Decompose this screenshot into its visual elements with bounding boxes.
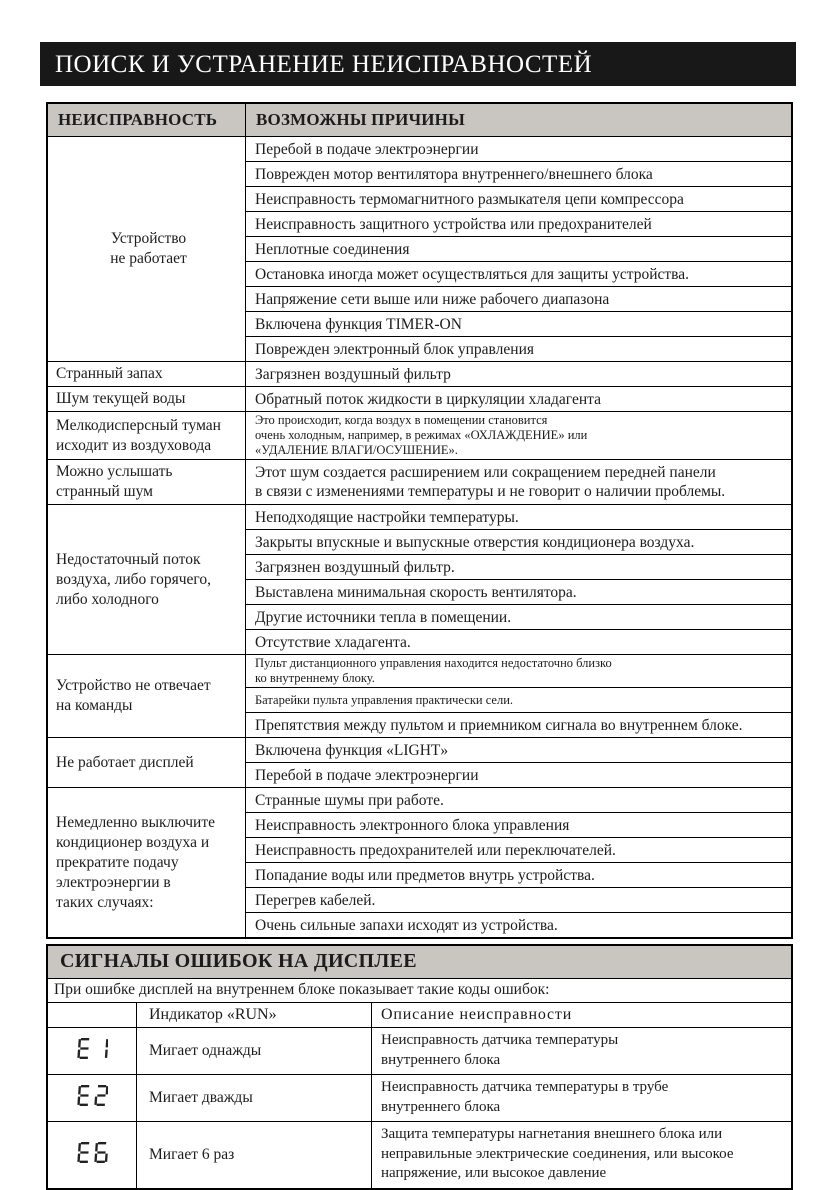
fault-table-body: Устройство не работает Перебой в подаче э… bbox=[47, 136, 792, 938]
fault-row: Напряжение сети выше или ниже рабочего д… bbox=[48, 286, 792, 312]
error-codes-table-head: Индикатор «RUN» Описание неисправности bbox=[47, 1002, 792, 1028]
fault-row: Остановка иногда может осуществляться дл… bbox=[48, 261, 792, 287]
fault-label: Мелкодисперсный туман исходит из воздухо… bbox=[47, 411, 246, 460]
cause-cell: Перебой в подаче электроэнергии bbox=[245, 762, 792, 788]
fault-row: Включена функция TIMER-ON bbox=[48, 311, 792, 337]
fault-label: Не работает дисплей bbox=[47, 737, 246, 788]
fault-column-header: НЕИСПРАВНОСТЬ bbox=[47, 103, 246, 137]
error-codes-header-row: Индикатор «RUN» Описание неисправности bbox=[47, 1002, 792, 1028]
error-description-cell: Неисправность датчика температуры внутре… bbox=[371, 1027, 792, 1075]
fault-row: Немедленно выключите кондиционер воздуха… bbox=[47, 787, 792, 938]
run-indicator-cell: Мигает дважды bbox=[136, 1074, 372, 1122]
fault-row: Недостаточный поток воздуха, либо горяче… bbox=[47, 504, 792, 655]
cause-cell: Очень сильные запахи исходят из устройст… bbox=[245, 912, 792, 938]
fault-row: Выставлена минимальная скорость вентилят… bbox=[48, 579, 792, 605]
error-description-cell: Неисправность датчика температуры в труб… bbox=[371, 1074, 792, 1122]
cause-cell: Батарейки пульта управления практически … bbox=[245, 687, 792, 713]
fault-row: Устройство не отвечает на команды Пульт д… bbox=[47, 654, 792, 738]
fault-row: Можно услышать странный шум Этот шум созд… bbox=[47, 459, 792, 505]
causes-column-header: ВОЗМОЖНЫ ПРИЧИНЫ bbox=[245, 103, 792, 137]
cause-cell: Препятствия между пультом и приемником с… bbox=[245, 712, 792, 738]
cause-cell: Неплотные соединения bbox=[245, 236, 792, 262]
cause-cell: Неисправность предохранителей или перекл… bbox=[245, 837, 792, 863]
run-indicator-cell: Мигает 6 раз bbox=[136, 1121, 372, 1188]
cause-cell: Неподходящие настройки температуры. bbox=[245, 504, 792, 530]
fault-label: Устройство не работает bbox=[47, 136, 246, 362]
cause-cell: Закрыты впускные и выпускные отверстия к… bbox=[245, 529, 792, 555]
fault-row: Поврежден мотор вентилятора внутреннего/… bbox=[48, 161, 792, 187]
cause-cell: Перегрев кабелей. bbox=[245, 887, 792, 913]
cause-cell: Включена функция TIMER-ON bbox=[245, 311, 792, 337]
cause-cell: Загрязнен воздушный фильтр. bbox=[245, 554, 792, 580]
cause-cell: Поврежден мотор вентилятора внутреннего/… bbox=[245, 161, 792, 187]
cause-cell: Этот шум создается расширением или сокра… bbox=[245, 459, 792, 505]
cause-cell: Поврежден электронный блок управления bbox=[245, 336, 792, 362]
error-code-row: Мигает однажды Неисправность датчика темп… bbox=[47, 1027, 792, 1075]
fault-row: Неисправность электронного блока управле… bbox=[48, 812, 792, 838]
cause-cell: Неисправность электронного блока управле… bbox=[245, 812, 792, 838]
error-code-row: Мигает дважды Неисправность датчика темпе… bbox=[47, 1074, 792, 1122]
error-code-display bbox=[47, 1074, 137, 1122]
error-codes-table-body: Мигает однажды Неисправность датчика темп… bbox=[47, 1027, 792, 1188]
error-code-column-header bbox=[47, 1002, 137, 1028]
cause-cell: Загрязнен воздушный фильтр bbox=[245, 361, 792, 387]
fault-label: Шум текущей воды bbox=[47, 386, 246, 412]
troubleshooting-header-row: НЕИСПРАВНОСТЬ ВОЗМОЖНЫ ПРИЧИНЫ bbox=[47, 103, 792, 137]
error-description-cell: Защита температуры нагнетания внешнего б… bbox=[371, 1121, 792, 1188]
cause-cell: Обратный поток жидкости в циркуляции хла… bbox=[245, 386, 792, 412]
run-indicator-column-header: Индикатор «RUN» bbox=[136, 1002, 372, 1028]
cause-cell: Включена функция «LIGHT» bbox=[245, 737, 792, 763]
fault-row: Устройство не работает Перебой в подаче э… bbox=[47, 136, 792, 362]
run-indicator-cell: Мигает однажды bbox=[136, 1027, 372, 1075]
page-title: ПОИСК И УСТРАНЕНИЕ НЕИСПРАВНОСТЕЙ bbox=[55, 51, 593, 78]
cause-cell: Остановка иногда может осуществляться дл… bbox=[245, 261, 792, 287]
cause-cell: Перебой в подаче электроэнергии bbox=[245, 136, 792, 162]
cause-cell: Неисправность защитного устройства или п… bbox=[245, 211, 792, 237]
error-code-display bbox=[47, 1027, 137, 1075]
page-title-bar: ПОИСК И УСТРАНЕНИЕ НЕИСПРАВНОСТЕЙ bbox=[40, 42, 796, 86]
error-signals-title: СИГНАЛЫ ОШИБОК НА ДИСПЛЕЕ bbox=[48, 946, 791, 979]
fault-label: Странный запах bbox=[47, 361, 246, 387]
cause-cell: Другие источники тепла в помещении. bbox=[245, 604, 792, 630]
fault-row: Шум текущей воды Обратный поток жидкости … bbox=[47, 386, 792, 412]
fault-row: Перегрев кабелей. bbox=[48, 887, 792, 913]
cause-cell: Выставлена минимальная скорость вентилят… bbox=[245, 579, 792, 605]
cause-cell: Пульт дистанционного управления находитс… bbox=[245, 654, 792, 688]
error-signals-intro: При ошибке дисплей на внутреннем блоке п… bbox=[48, 979, 791, 1003]
troubleshooting-table: НЕИСПРАВНОСТЬ ВОЗМОЖНЫ ПРИЧИНЫ Устройств… bbox=[47, 103, 792, 938]
cause-cell: Неисправность термомагнитного размыкател… bbox=[245, 186, 792, 212]
fault-label: Устройство не отвечает на команды bbox=[47, 654, 246, 738]
cause-cell: Попадание воды или предметов внутрь устр… bbox=[245, 862, 792, 888]
cause-cell: Напряжение сети выше или ниже рабочего д… bbox=[245, 286, 792, 312]
fault-row: Странный запах Загрязнен воздушный фильтр bbox=[47, 361, 792, 387]
troubleshooting-table-box: НЕИСПРАВНОСТЬ ВОЗМОЖНЫ ПРИЧИНЫ Устройств… bbox=[46, 102, 793, 939]
fault-row: Неисправность предохранителей или перекл… bbox=[48, 837, 792, 863]
error-codes-table: Индикатор «RUN» Описание неисправности М… bbox=[47, 1002, 792, 1188]
fault-label: Недостаточный поток воздуха, либо горяче… bbox=[47, 504, 246, 655]
fault-row: Не работает дисплей Включена функция «LIG… bbox=[47, 737, 792, 788]
fault-row: Попадание воды или предметов внутрь устр… bbox=[48, 862, 792, 888]
fault-row: Закрыты впускные и выпускные отверстия к… bbox=[48, 529, 792, 555]
error-signals-section: СИГНАЛЫ ОШИБОК НА ДИСПЛЕЕ При ошибке дис… bbox=[46, 944, 793, 1190]
seven-segment-code bbox=[76, 1141, 108, 1163]
fault-row: Препятствия между пультом и приемником с… bbox=[48, 712, 792, 738]
error-code-row: Мигает 6 раз Защита температуры нагнетани… bbox=[47, 1121, 792, 1188]
cause-cell: Отсутствие хладагента. bbox=[245, 629, 792, 655]
seven-segment-code bbox=[76, 1085, 108, 1106]
fault-label: Немедленно выключите кондиционер воздуха… bbox=[47, 787, 246, 938]
fault-row: Перебой в подаче электроэнергии bbox=[48, 762, 792, 788]
fault-row: Очень сильные запахи исходят из устройст… bbox=[48, 912, 792, 938]
description-column-header: Описание неисправности bbox=[371, 1002, 792, 1028]
fault-row: Мелкодисперсный туман исходит из воздухо… bbox=[47, 411, 792, 460]
fault-row: Поврежден электронный блок управления bbox=[48, 336, 792, 362]
fault-label: Можно услышать странный шум bbox=[47, 459, 246, 505]
seven-segment-code bbox=[76, 1038, 108, 1059]
cause-cell: Странные шумы при работе. bbox=[245, 787, 792, 813]
troubleshooting-table-head: НЕИСПРАВНОСТЬ ВОЗМОЖНЫ ПРИЧИНЫ bbox=[47, 103, 792, 137]
cause-cell: Это происходит, когда воздух в помещении… bbox=[245, 411, 792, 460]
error-code-display bbox=[47, 1121, 137, 1188]
